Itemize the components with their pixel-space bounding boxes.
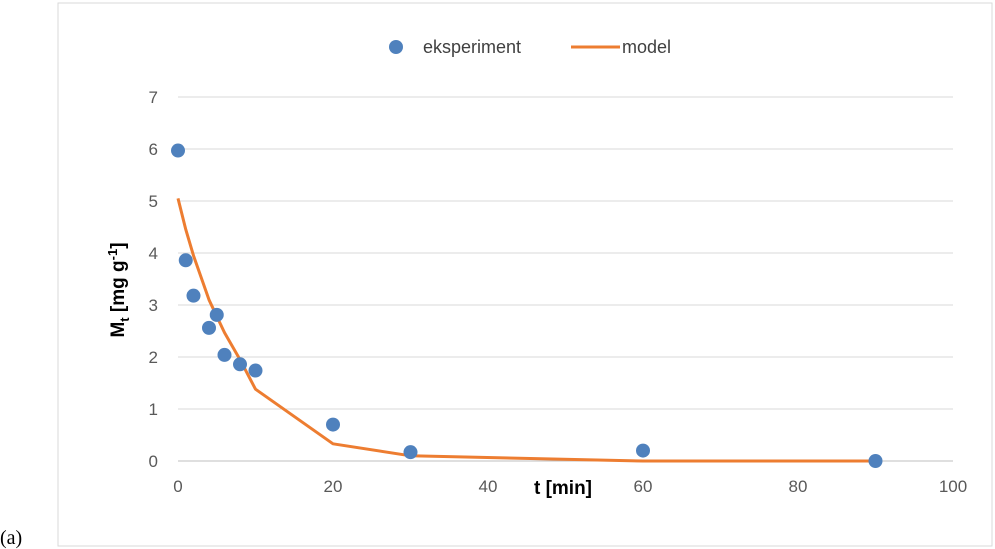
y-axis-title-unit: [mg g: [108, 260, 129, 317]
data-point-eksperiment: [171, 143, 185, 158]
y-tick-label: 6: [149, 140, 158, 159]
chart-area-border: [57, 2, 993, 547]
data-point-eksperiment: [209, 307, 224, 322]
plot-series: [171, 143, 883, 468]
data-point-eksperiment: [403, 445, 418, 460]
x-tick-label: 60: [634, 477, 653, 496]
data-point-eksperiment: [178, 253, 193, 268]
data-point-eksperiment: [326, 417, 340, 432]
data-point-eksperiment: [636, 443, 650, 458]
y-axis-title-main: M: [108, 322, 129, 338]
y-tick-label: 3: [149, 296, 158, 315]
y-axis-ticks: 0 1 2 3 4 5 6 7: [149, 88, 158, 471]
x-axis-title: t [min]: [534, 478, 592, 499]
legend-label-eksperiment: eksperiment: [423, 37, 521, 57]
x-tick-label: 20: [324, 477, 343, 496]
series-line-model: [176, 198, 876, 463]
data-point-eksperiment: [868, 454, 883, 468]
data-point-eksperiment: [233, 357, 247, 372]
y-axis-title-subscript: t: [117, 317, 132, 322]
y-tick-label: 1: [149, 400, 158, 419]
y-tick-label: 5: [149, 192, 158, 211]
gridlines: [178, 96, 953, 462]
x-axis-ticks: 0 20 40 60 80 100: [173, 477, 967, 496]
x-tick-label: 40: [479, 477, 498, 496]
legend-marker-eksperiment: [389, 40, 403, 54]
data-point-eksperiment: [248, 363, 263, 378]
y-tick-label: 7: [149, 88, 158, 107]
x-tick-label: 80: [789, 477, 808, 496]
y-axis-title: Mt [mg g-1]: [105, 242, 132, 337]
y-tick-label: 4: [149, 244, 158, 263]
data-point-eksperiment: [217, 347, 232, 362]
panel-label: (a): [0, 527, 23, 549]
data-point-eksperiment: [186, 288, 201, 303]
x-tick-label: 0: [173, 477, 182, 496]
y-axis-title-superscript: -1: [105, 249, 120, 261]
legend: eksperiment model: [389, 37, 671, 57]
y-tick-label: 0: [149, 452, 158, 471]
y-axis-title-close: ]: [108, 242, 129, 248]
x-tick-label: 100: [939, 477, 967, 496]
legend-label-model: model: [622, 37, 671, 57]
y-tick-label: 2: [149, 348, 158, 367]
data-point-eksperiment: [202, 320, 216, 335]
